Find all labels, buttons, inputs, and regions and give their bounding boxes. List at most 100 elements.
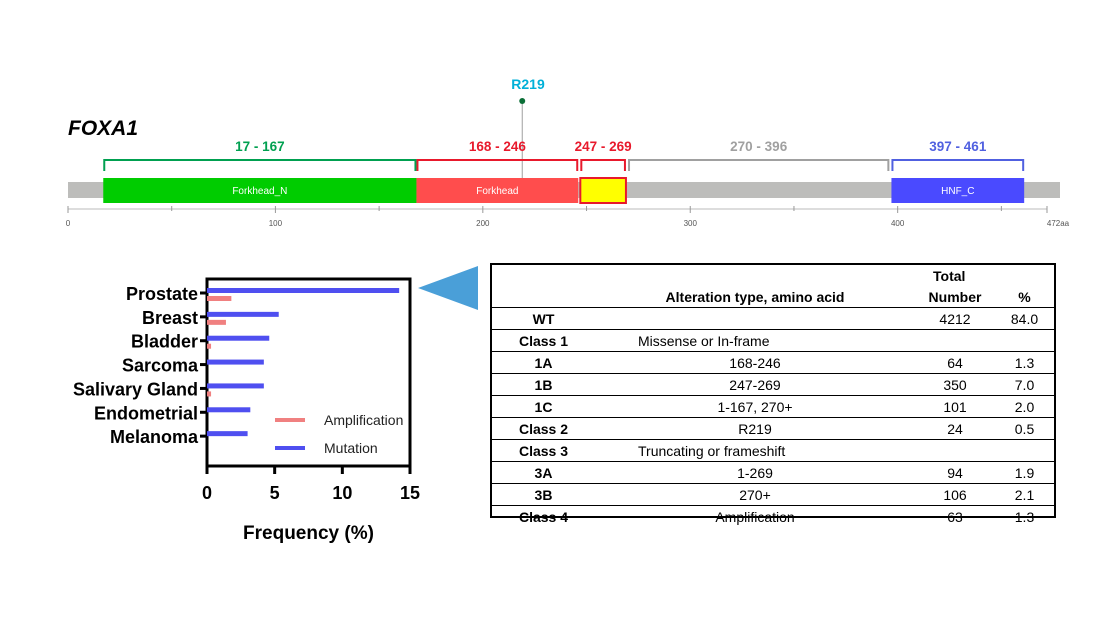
row-pct: 1.3 — [995, 351, 1054, 374]
row-type: Amplification — [715, 508, 795, 525]
ruler-tick-label: 0 — [66, 219, 71, 228]
row-class: WT — [492, 307, 595, 330]
row-class: 1B — [492, 373, 595, 396]
region-bracket-1 — [416, 159, 579, 171]
row-type: 1-167, 270+ — [595, 395, 915, 418]
bar-amplification — [207, 391, 212, 397]
y-tick-label: Endometrial — [94, 403, 198, 423]
row-class: 3A — [492, 461, 595, 484]
header-total: Total — [933, 267, 966, 284]
ruler-tick-label: 400 — [891, 219, 905, 228]
ruler-tick-label: 200 — [476, 219, 490, 228]
x-tick-label: 5 — [270, 483, 280, 503]
table-row: 3B 270+ 106 2.1 — [492, 483, 1054, 506]
table-row: Class 3 Truncating or frameshift — [492, 439, 1054, 462]
x-tick-label: 15 — [400, 483, 420, 503]
domain-label-0: Forkhead_N — [232, 186, 287, 197]
row-pct: 2.1 — [995, 483, 1054, 506]
row-pct: 1.9 — [995, 461, 1054, 484]
row-pct: 2.0 — [995, 395, 1054, 418]
row-number: 350 — [915, 373, 995, 396]
row-class: Class 1 — [492, 329, 595, 352]
bar-mutation — [207, 383, 264, 389]
row-number: 64 — [915, 351, 995, 374]
row-class: Class 4 — [518, 508, 569, 525]
bar-mutation — [207, 359, 264, 365]
row-number: 101 — [915, 395, 995, 418]
mutation-label: R219 — [511, 76, 545, 92]
bar-mutation — [207, 335, 270, 341]
y-tick-label: Melanoma — [110, 427, 199, 447]
y-tick-label: Breast — [142, 308, 198, 328]
header-class — [492, 286, 595, 308]
table-row: 1B 247-269 350 7.0 — [492, 373, 1054, 396]
region-bracket-4 — [891, 159, 1025, 171]
row-pct: 7.0 — [995, 373, 1054, 396]
row-type: 270+ — [595, 483, 915, 506]
region-bracket-3 — [628, 159, 890, 171]
region-label-4: 397 - 461 — [929, 139, 987, 154]
bar-amplification — [207, 319, 226, 325]
y-tick-label: Salivary Gland — [73, 379, 198, 399]
row-number: 63 — [947, 508, 963, 525]
bar-mutation — [207, 407, 251, 413]
legend-label: Mutation — [324, 440, 378, 456]
table-row: Class 1 Missense or In-frame — [492, 329, 1054, 352]
row-type: 247-269 — [595, 373, 915, 396]
row-category: Truncating or frameshift — [595, 439, 1054, 462]
domain-3 — [891, 178, 1025, 203]
region-bracket-0 — [103, 159, 417, 171]
pointer-triangle — [418, 266, 478, 310]
region-label-3: 270 - 396 — [730, 139, 788, 154]
region-label-1: 168 - 246 — [469, 139, 527, 154]
bar-amplification — [207, 296, 232, 301]
table-row: WT 4212 84.0 — [492, 307, 1054, 330]
ruler-end-label: 472aa — [1047, 219, 1070, 228]
row-number: 24 — [915, 417, 995, 440]
alteration-table: Total Alteration type, amino acid Number… — [490, 263, 1056, 525]
table-row: 3A 1-269 94 1.9 — [492, 461, 1054, 484]
row-category: Missense or In-frame — [595, 329, 1054, 352]
domain-label-3: HNF_C — [941, 186, 974, 197]
table-row: Class 2 R219 24 0.5 — [492, 417, 1054, 440]
y-tick-label: Sarcoma — [122, 356, 199, 376]
gene-diagram: Forkhead_N Forkhead HNF_C 17 - 167 168 - 246… — [66, 98, 1070, 228]
y-tick-label: Bladder — [131, 332, 198, 352]
table-row: 1C 1-167, 270+ 101 2.0 — [492, 395, 1054, 418]
row-number: 94 — [915, 461, 995, 484]
bar-mutation — [207, 288, 400, 293]
row-pct: 0.5 — [995, 417, 1054, 440]
frequency-bar-chart: Prostate Breast Bladder Sarcoma Salivary Gla… — [73, 266, 478, 544]
row-type — [595, 307, 915, 330]
header-pct: % — [995, 286, 1054, 308]
row-class: 1A — [492, 351, 595, 374]
table-header-top: Total — [492, 265, 1054, 286]
row-class: 3B — [492, 483, 595, 506]
domain-2 — [579, 177, 627, 204]
header-number: Number — [915, 286, 995, 308]
mutation-dot — [519, 98, 526, 104]
x-tick-label: 0 — [202, 483, 212, 503]
row-class: 1C — [492, 395, 595, 418]
domain-0 — [103, 178, 417, 203]
region-bracket-2 — [580, 159, 626, 171]
domain-1 — [416, 178, 579, 203]
y-tick-label: Prostate — [126, 284, 198, 304]
chart-frame — [205, 277, 412, 468]
table-header: Alteration type, amino acid Number % — [492, 286, 1054, 308]
row-class: Class 2 — [492, 417, 595, 440]
x-tick-label: 10 — [332, 483, 352, 503]
region-label-2: 247 - 269 — [575, 139, 632, 154]
row-number: 106 — [915, 483, 995, 506]
gene-title: FOXA1 — [68, 117, 139, 140]
row-type: R219 — [595, 417, 915, 440]
x-axis-label: Frequency (%) — [243, 523, 374, 544]
header-type: Alteration type, amino acid — [595, 286, 915, 308]
row-type: 1-269 — [595, 461, 915, 484]
row-number: 4212 — [915, 307, 995, 330]
bar-amplification — [207, 343, 212, 349]
table-row: 1A 168-246 64 1.3 — [492, 351, 1054, 374]
ruler-tick-label: 100 — [269, 219, 283, 228]
table-row: Class 4 Amplification 63 1.3 — [492, 506, 1054, 528]
legend-label: Amplification — [324, 412, 403, 428]
